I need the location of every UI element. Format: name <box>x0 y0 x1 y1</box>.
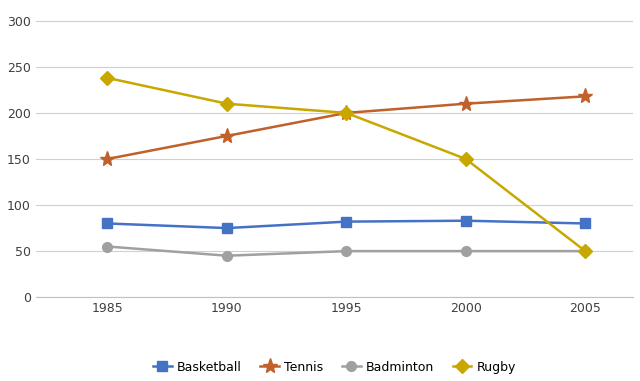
Legend: Basketball, Tennis, Badminton, Rugby: Basketball, Tennis, Badminton, Rugby <box>148 356 521 379</box>
